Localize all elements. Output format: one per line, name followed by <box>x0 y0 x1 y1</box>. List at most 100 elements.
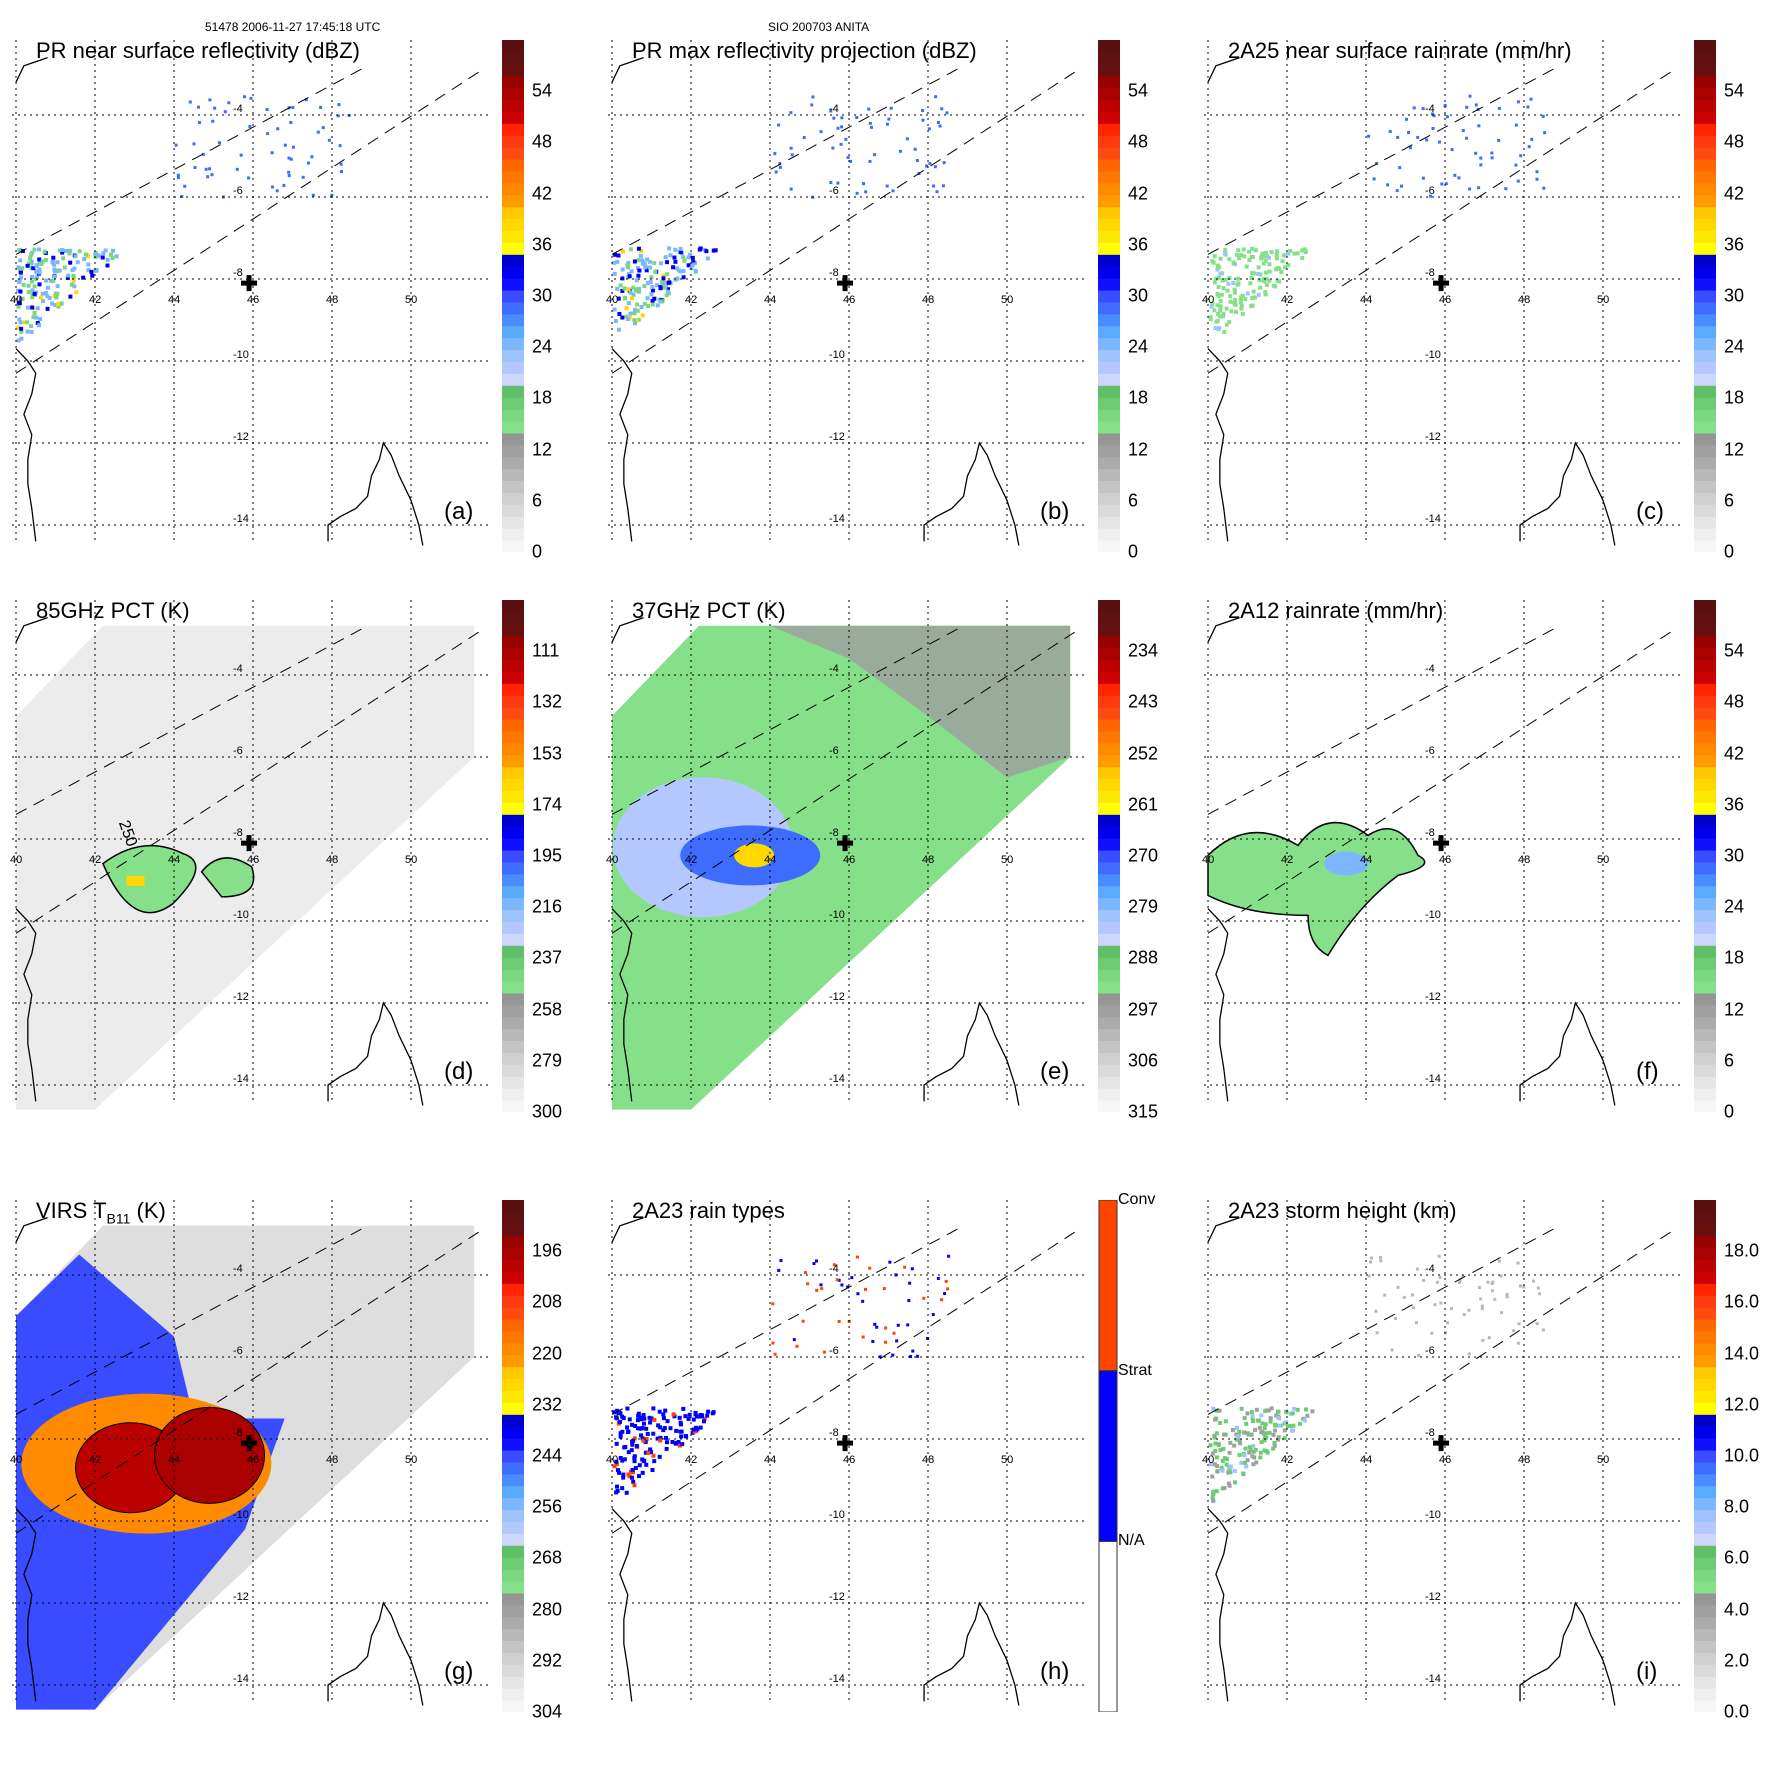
data-pixel <box>625 1406 630 1411</box>
colorbar-tick-label: 36 <box>532 234 553 255</box>
data-pixel <box>1250 1414 1255 1419</box>
colorbar-segment <box>502 933 524 946</box>
data-pixel <box>71 278 76 283</box>
swath-edge-left <box>15 625 368 815</box>
data-pixel <box>614 1441 619 1446</box>
colorbar-segment <box>1098 492 1120 505</box>
data-pixel <box>637 1463 642 1468</box>
data-pixel <box>691 262 696 267</box>
colorbar-segment <box>502 468 524 482</box>
data-pixel <box>1244 1421 1249 1426</box>
data-pixel <box>304 98 308 102</box>
data-pixel <box>1379 1259 1383 1263</box>
y-tick-label: -14 <box>1425 1073 1441 1085</box>
colorbar-segment <box>1098 742 1120 756</box>
coastline <box>1207 1216 1616 1706</box>
x-tick-label: 46 <box>247 1454 259 1466</box>
data-pixel <box>1253 295 1258 300</box>
data-pixel <box>612 1410 617 1415</box>
colorbar-segment <box>502 861 524 875</box>
swath-edge-right <box>15 629 483 934</box>
data-pixel <box>1491 1280 1495 1284</box>
data-pixel <box>1237 1453 1242 1458</box>
x-tick-label: 46 <box>843 1454 855 1466</box>
data-pixel <box>681 255 686 260</box>
data-pixel <box>661 281 666 286</box>
data-pixel <box>55 269 60 274</box>
data-pixel <box>1467 1352 1471 1356</box>
panel-e: 40 42 44 46 48 50 -4 -6 -8 -10 -12 -14 37GHz PCT (K)… <box>596 590 1158 1130</box>
colorbar-segment <box>1694 897 1716 911</box>
data-pixel <box>1249 275 1254 280</box>
data-pixel <box>657 1454 662 1459</box>
data-pixel <box>1254 1460 1259 1465</box>
data-pixel <box>1516 1341 1520 1345</box>
data-pixel <box>337 103 341 107</box>
data-pixel <box>894 1273 898 1277</box>
pr-swath-edges <box>611 65 1079 374</box>
colorbar-segment <box>1098 969 1120 982</box>
data-pixel <box>659 299 664 304</box>
data-pixel <box>239 153 243 157</box>
colorbar-segment <box>1098 600 1120 613</box>
panel-letter: (f) <box>1636 1058 1659 1085</box>
coast-north <box>15 1216 48 1243</box>
data-pixel <box>924 164 928 168</box>
colorbar-segment <box>1694 754 1716 768</box>
panel-i: 40 42 44 46 48 50 -4 -6 -8 -10 -12 -14 2A23 storm he… <box>1192 1190 1759 1730</box>
colorbar-segment <box>1098 432 1120 446</box>
data-pixel <box>641 260 646 265</box>
coast-africa <box>15 348 37 542</box>
coast-africa <box>611 908 633 1102</box>
colorbar-segment <box>1694 63 1716 77</box>
y-tick-label: -6 <box>1425 185 1435 197</box>
y-tick-label: -14 <box>829 1073 845 1085</box>
data-pixel <box>645 257 650 262</box>
data-pixel <box>915 158 919 162</box>
data-pixel <box>1239 1460 1244 1465</box>
panel-title-units: (K) <box>130 1198 166 1223</box>
data-pixel <box>665 1440 670 1445</box>
x-tick-label: 50 <box>1597 294 1609 306</box>
colorbar-segment <box>502 444 524 458</box>
y-tick-label: -12 <box>233 1591 249 1603</box>
data-pixel <box>1218 299 1223 304</box>
colorbar-segment <box>1694 683 1716 696</box>
x-tick-label: 48 <box>1518 1454 1530 1466</box>
data-pixel <box>1276 1435 1281 1440</box>
data-pixel <box>650 298 655 303</box>
data-pixel <box>1218 256 1223 261</box>
y-tick-label: -4 <box>829 103 839 115</box>
data-pixel <box>1226 1470 1231 1475</box>
map-plot-h: 40 42 44 46 48 50-4-6-8-10-12-14 <box>606 1200 1084 1706</box>
colorbar-tick-label: 0 <box>1724 1101 1735 1122</box>
data-pixel <box>641 1413 646 1418</box>
data-pixel <box>60 248 65 253</box>
data-pixel <box>1444 182 1448 186</box>
colorbar-segment <box>1098 75 1120 89</box>
data-pixel <box>1218 305 1223 310</box>
data-pixel <box>1438 1275 1442 1279</box>
colorbar-segment <box>502 1064 524 1077</box>
data-pixel <box>658 1435 663 1440</box>
data-pixel <box>89 269 94 274</box>
colorbar-tick-label: 42 <box>532 183 553 204</box>
colorbar-segment <box>1694 492 1716 505</box>
data-pixel <box>620 1429 625 1434</box>
data-pixel <box>1410 1293 1414 1297</box>
graticule <box>1204 600 1680 1100</box>
data-pixel <box>1243 1460 1248 1465</box>
data-pixel <box>1541 114 1545 118</box>
colorbar-segment <box>502 802 524 815</box>
data-pixel <box>1535 177 1539 181</box>
colorbar-segment <box>1694 1628 1716 1642</box>
data-pixel <box>1219 1465 1224 1470</box>
colorbar-segment <box>1694 147 1716 160</box>
data-pixel <box>875 1325 879 1329</box>
x-tick-label: 42 <box>89 1454 101 1466</box>
colorbar-segment <box>1694 1581 1716 1594</box>
colorbar-segment <box>502 1676 524 1689</box>
data-pixel <box>1253 1447 1258 1452</box>
panel-letter: (b) <box>1040 498 1070 525</box>
data-pixel <box>664 293 669 298</box>
